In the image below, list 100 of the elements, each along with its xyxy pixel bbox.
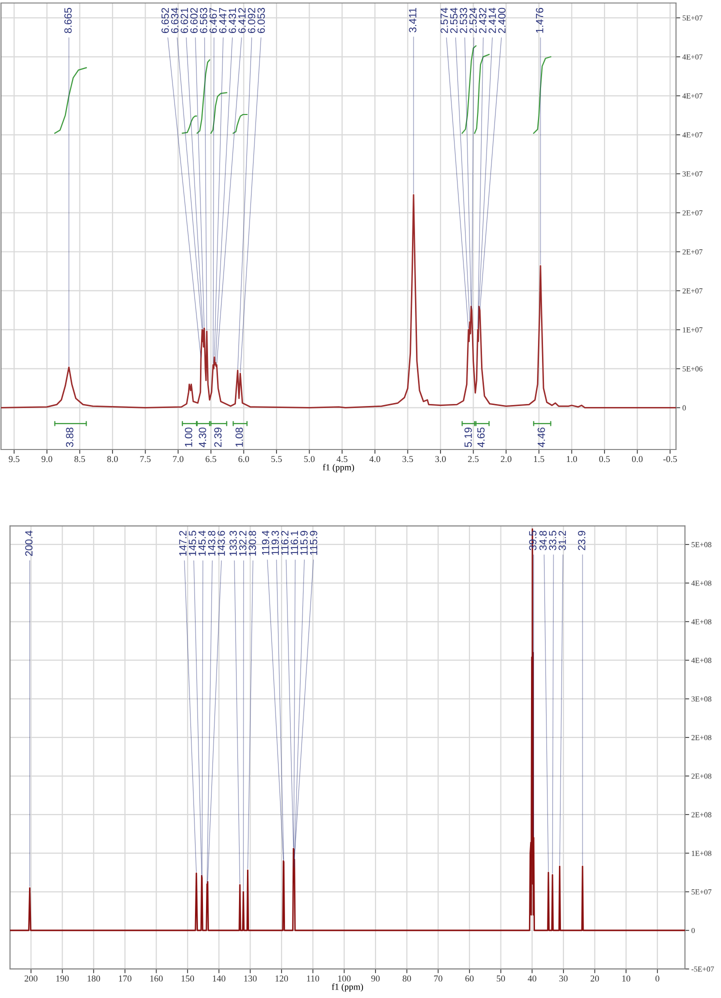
x-tick-label: 110 <box>307 975 320 982</box>
x-tick-label: 1.0 <box>566 456 578 462</box>
x-tick-label: 40 <box>528 975 536 982</box>
annotation: 6.447 <box>219 8 226 33</box>
x-tick-label: 6.0 <box>238 456 250 462</box>
x-tick-label: 150 <box>182 975 194 982</box>
x-tick-label: 50 <box>496 975 505 982</box>
annotation: 31.2 <box>558 530 566 550</box>
annotation: 2.39 <box>214 428 222 447</box>
x-tick-label: 6.5 <box>206 456 216 462</box>
annotation: 115.9 <box>300 530 308 555</box>
annotation: 3.411 <box>408 8 416 32</box>
line-series <box>10 528 685 932</box>
annotation: 6.412 <box>238 8 246 33</box>
annotation: 132.2 <box>239 530 246 556</box>
x-tick-label: 100 <box>338 975 351 982</box>
x-tick-label: 200 <box>24 975 38 982</box>
annotation: 6.053 <box>257 8 265 33</box>
annotation: 8.665 <box>64 8 72 34</box>
line-series <box>1 194 676 408</box>
line-series <box>533 56 552 134</box>
line-series <box>196 59 210 134</box>
annotation: 133.3 <box>229 530 237 556</box>
annotation: 6.621 <box>180 8 188 33</box>
x-tick-label: 60 <box>465 975 474 982</box>
x-tick-label: 2.0 <box>500 456 512 462</box>
x-tick-label: 9.0 <box>42 456 52 462</box>
annotation: 4.65 <box>477 428 485 448</box>
annotation: 130.8 <box>248 530 256 556</box>
x-tick-label: 140 <box>212 975 226 982</box>
x-tick-label: 170 <box>118 975 132 982</box>
x-tick-label: 30 <box>559 975 568 982</box>
line-series <box>54 67 87 134</box>
annotation: 6.634 <box>171 8 178 33</box>
x-tick-label: 2.5 <box>468 456 479 462</box>
annotation: 3.88 <box>66 428 74 448</box>
x-tick-label: 20 <box>590 975 599 982</box>
annotation: 2.432 <box>478 8 486 33</box>
x-tick-label: 10 <box>622 975 630 982</box>
x-axis-title: f1 (ppm) <box>322 464 354 472</box>
x-tick-label: 1.5 <box>534 456 544 462</box>
annotation: 34.8 <box>539 530 547 550</box>
annotation: 6.563 <box>200 8 208 33</box>
annotation: 6.467 <box>209 8 217 33</box>
x-tick-label: 180 <box>88 975 100 982</box>
annotation: 200.4 <box>25 530 33 556</box>
x-tick-label: 3.0 <box>435 456 446 462</box>
annotation: 6.652 <box>161 8 169 33</box>
annotation: 33.5 <box>548 530 556 550</box>
x-tick-label: 130 <box>244 975 257 982</box>
line-series <box>232 114 248 134</box>
annotation: 2.533 <box>460 8 468 33</box>
annotation: 119.3 <box>272 530 279 555</box>
x-tick-label: 190 <box>56 975 69 982</box>
x-tick-label: 8.0 <box>107 456 118 462</box>
x-axis-title: f1 (ppm) <box>332 983 364 992</box>
annotation: 2.524 <box>469 8 477 33</box>
annotation: 145.4 <box>198 530 206 556</box>
x-tick-label: 7.5 <box>140 456 151 462</box>
annotation: 143.8 <box>208 530 216 556</box>
x-tick-label: 5.0 <box>304 456 315 462</box>
x-tick-label: 90 <box>371 975 380 982</box>
x-tick-label: 9.5 <box>8 456 20 462</box>
annotation: 2.414 <box>488 8 496 33</box>
annotation: 147.2 <box>179 530 186 556</box>
x-tick-label: 120 <box>276 975 288 982</box>
x-tick-label: 160 <box>150 975 163 982</box>
annotation: 6.431 <box>228 8 236 33</box>
annotation: 1.08 <box>236 428 243 447</box>
x-tick-label: 0 <box>655 975 660 982</box>
annotation: 116.1 <box>290 530 298 555</box>
annotation: 4.46 <box>538 428 545 448</box>
annotation: 4.30 <box>198 428 206 448</box>
annotation: 6.092 <box>248 8 256 33</box>
x-tick-label: 80 <box>402 975 412 982</box>
annotation: 2.554 <box>450 8 458 33</box>
annotation: 143.6 <box>218 530 225 556</box>
annotation: 2.400 <box>498 8 506 33</box>
annotation: 1.476 <box>536 8 544 33</box>
annotation: 115.9 <box>310 530 318 555</box>
line-series <box>474 54 490 134</box>
x-tick-label: 3.5 <box>402 456 414 462</box>
x-tick-label: 4.0 <box>369 456 380 462</box>
line-series <box>210 92 228 134</box>
annotation: 5.19 <box>464 428 472 448</box>
annotation: 39.5 <box>529 530 536 550</box>
annotation: 23.9 <box>578 530 586 550</box>
line-series <box>182 116 198 134</box>
annotation: 145.5 <box>188 530 196 556</box>
annotation: 2.574 <box>440 8 448 33</box>
x-tick-label: 0.0 <box>632 456 643 462</box>
annotation: 116.2 <box>281 530 288 555</box>
x-tick-label: 4.5 <box>336 456 348 462</box>
annotation: 119.4 <box>262 530 270 555</box>
x-tick-label: 5.5 <box>271 456 282 462</box>
x-tick-label: 70 <box>434 975 442 982</box>
line-series <box>462 45 476 134</box>
annotation: 1.00 <box>184 428 192 447</box>
x-tick-label: 7.0 <box>173 456 184 462</box>
x-tick-label: 8.5 <box>74 456 86 462</box>
